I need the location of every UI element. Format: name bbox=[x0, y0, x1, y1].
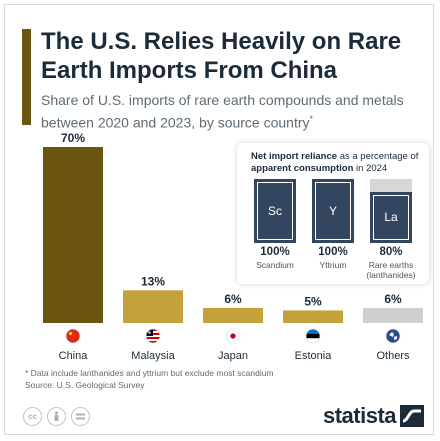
value-label-others: 6% bbox=[384, 292, 402, 306]
attribution-icon[interactable] bbox=[47, 407, 66, 426]
globe-icon bbox=[385, 328, 401, 344]
element-symbol: La bbox=[373, 194, 409, 240]
value-label-japan: 6% bbox=[224, 292, 242, 306]
japan-flag-icon bbox=[225, 328, 241, 344]
element-tile-la: La bbox=[370, 179, 412, 243]
chart-subtitle: Share of U.S. imports of rare earth comp… bbox=[41, 91, 426, 133]
bar-others bbox=[363, 307, 423, 323]
title-accent-bar bbox=[22, 29, 31, 125]
china-flag-icon bbox=[65, 328, 81, 344]
statista-mark-icon bbox=[400, 405, 425, 427]
category-label-estonia: Estonia bbox=[295, 350, 333, 362]
person-icon bbox=[54, 411, 59, 421]
bar-malaysia bbox=[123, 290, 183, 323]
reliance-value: 100% bbox=[260, 246, 290, 258]
bar-chart: 70% China 13% Malaysia 6% Japan 5% Estonia 6% Oth… bbox=[43, 131, 423, 362]
element-name: Yttrium bbox=[319, 260, 347, 270]
value-label-estonia: 5% bbox=[304, 294, 322, 308]
footnote-note: * Data include lanthanides and yttrium b… bbox=[25, 368, 274, 378]
statista-logo[interactable]: statista bbox=[323, 402, 425, 430]
tile-fill bbox=[370, 191, 412, 243]
import-reliance-panel: Net import reliance as a percentage of a… bbox=[237, 143, 429, 284]
category-label-others: Others bbox=[376, 350, 410, 362]
panel-title: Net import reliance as a percentage of a… bbox=[251, 151, 423, 175]
element-symbol: Y bbox=[315, 182, 351, 240]
category-label-china: China bbox=[59, 350, 89, 362]
element-name: Scandium bbox=[256, 260, 294, 270]
tile-fill bbox=[312, 179, 354, 243]
reliance-value: 80% bbox=[379, 246, 403, 258]
element-name: Rare earths (lanthanides) bbox=[366, 260, 416, 280]
bar-china bbox=[43, 147, 103, 323]
element-symbol: Sc bbox=[257, 182, 293, 240]
footnote-source: Source: U.S. Geological Survey bbox=[25, 380, 145, 390]
estonia-flag-icon bbox=[305, 328, 321, 344]
panel-title-tail: in 2024 bbox=[353, 163, 388, 174]
brand-name: statista bbox=[323, 403, 397, 428]
chart-card: The U.S. Relies Heavily on Rare Earth Im… bbox=[4, 4, 434, 435]
element-tile-sc: Sc bbox=[254, 179, 296, 243]
bar-estonia bbox=[283, 310, 343, 323]
tile-fill bbox=[254, 179, 296, 243]
value-label-china: 70% bbox=[61, 131, 85, 145]
wave-icon bbox=[402, 409, 422, 423]
reliance-value: 100% bbox=[318, 246, 348, 258]
element-tile-y: Y bbox=[312, 179, 354, 243]
malaysia-flag-icon bbox=[145, 328, 161, 344]
chart-title: The U.S. Relies Heavily on Rare Earth Im… bbox=[41, 28, 402, 84]
value-label-malaysia: 13% bbox=[141, 274, 165, 288]
panel-title-text: as a percentage of bbox=[337, 151, 419, 162]
category-label-malaysia: Malaysia bbox=[131, 350, 175, 362]
category-label-japan: Japan bbox=[218, 350, 248, 362]
creative-commons-icon[interactable]: cc bbox=[23, 407, 42, 426]
equals-icon bbox=[76, 413, 85, 420]
bar-japan bbox=[203, 307, 263, 323]
footnotes: * Data include lanthanides and yttrium b… bbox=[25, 367, 274, 391]
subtitle-text: Share of U.S. imports of rare earth comp… bbox=[41, 92, 404, 131]
subtitle-footnote-mark: * bbox=[309, 114, 314, 124]
panel-title-bold-2: apparent consumption bbox=[251, 163, 354, 174]
panel-title-bold-1: Net import reliance bbox=[251, 151, 338, 162]
no-derivatives-icon[interactable] bbox=[71, 407, 90, 426]
